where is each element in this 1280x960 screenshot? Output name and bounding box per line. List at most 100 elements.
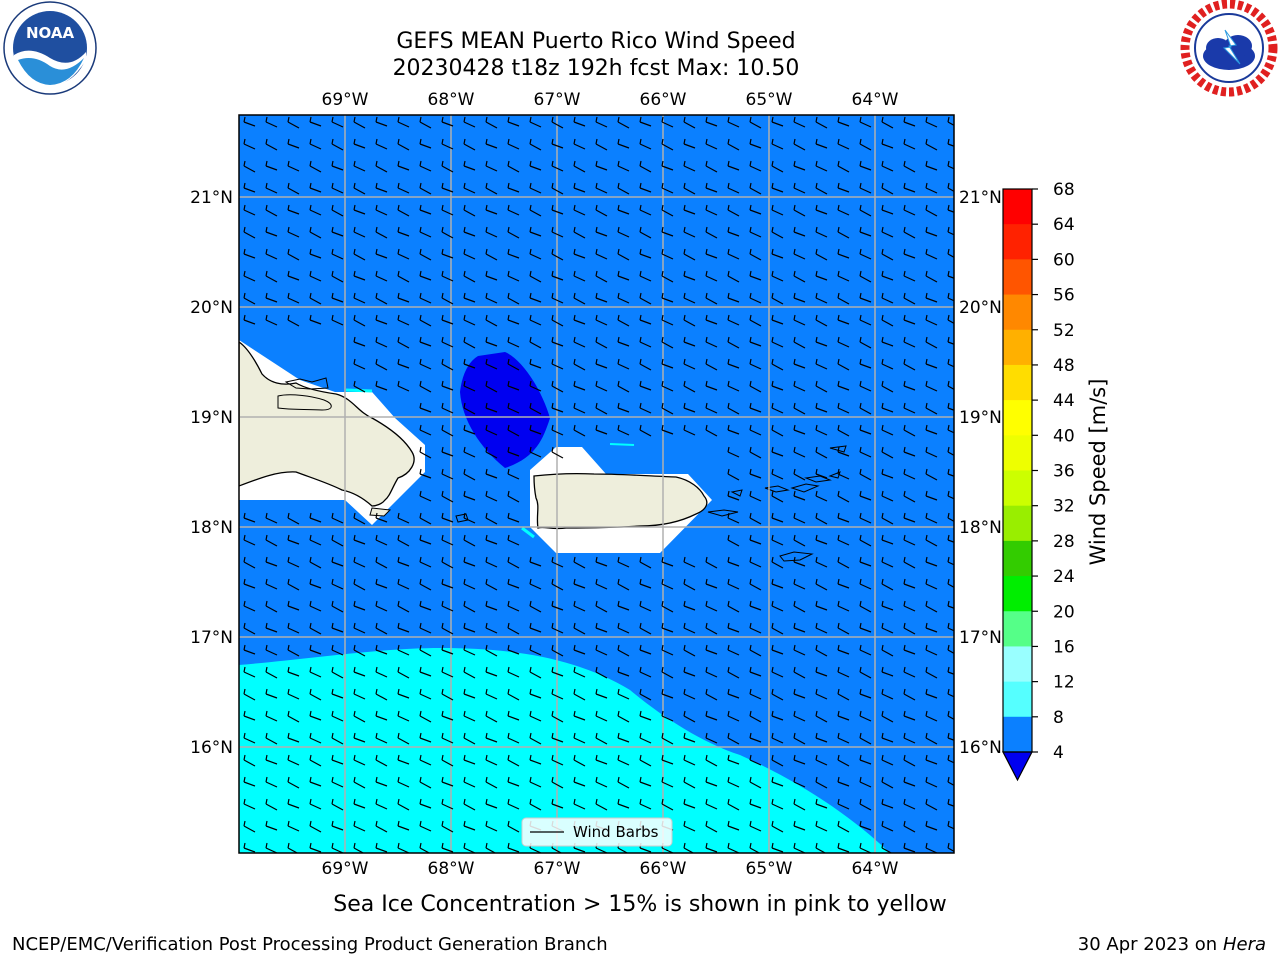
wind-barb-flag [463, 710, 466, 717]
wind-barb [881, 231, 894, 238]
wind-barb [925, 561, 938, 567]
wind-barb-flag [881, 380, 884, 387]
wind-barb-flag [661, 600, 664, 607]
wind-barb-flag [463, 182, 466, 189]
wind-barb-flag [947, 600, 950, 607]
wind-barb-flag [639, 666, 642, 673]
wind-barb [771, 187, 784, 193]
wind-barb [661, 693, 674, 699]
wind-barb [837, 803, 850, 810]
lat-tick-label: 19°N [959, 408, 1002, 428]
wind-barb [507, 627, 520, 635]
wind-barb-flag [573, 336, 576, 343]
wind-barb-flag [925, 336, 928, 343]
wind-barb-flag [903, 776, 906, 783]
wind-barb [705, 671, 718, 678]
wind-barb [683, 781, 696, 789]
wind-barb [573, 143, 586, 150]
wind-barb-flag [859, 644, 862, 651]
wind-barb [529, 121, 542, 128]
wind-barb [397, 539, 410, 547]
wind-barb-flag [683, 380, 686, 387]
wind-barb-flag [265, 204, 268, 211]
wind-barb [419, 319, 432, 327]
wind-barb-flag [947, 490, 950, 497]
wind-barb [551, 363, 564, 370]
wind-barb-flag [573, 116, 576, 123]
wind-barb-flag [727, 842, 730, 849]
wind-barb-flag [287, 622, 290, 629]
wind-barb-flag [793, 578, 796, 585]
wind-barb-flag [485, 138, 488, 145]
wind-barb [925, 363, 938, 369]
wind-barb [661, 759, 674, 765]
wind-barb [749, 627, 762, 634]
wind-barb-flag [727, 666, 730, 673]
wind-barb [881, 275, 894, 281]
wind-barb [793, 319, 806, 326]
wind-barb-flag [573, 204, 576, 211]
wind-barb [595, 121, 608, 128]
wind-barb [595, 209, 608, 217]
wind-barb-flag [727, 182, 730, 189]
wind-barb [859, 649, 872, 656]
wind-barb [837, 781, 850, 787]
wind-barb-flag [771, 842, 774, 849]
wind-barb-flag [309, 688, 312, 695]
wind-barb-flag [837, 380, 840, 387]
wind-barb-flag [947, 446, 950, 453]
wind-barb [353, 693, 366, 700]
wind-barb-flag [441, 644, 444, 651]
wind-barb [925, 143, 938, 151]
wind-barb [749, 165, 762, 172]
noaa-logo-text: NOAA [26, 24, 75, 42]
wind-barb-flag [705, 292, 708, 299]
wind-barb-flag [683, 842, 686, 849]
wind-barb-flag [551, 380, 554, 387]
wind-barb [749, 583, 762, 591]
wind-barb [397, 385, 410, 392]
wind-barb [265, 583, 278, 590]
wind-barb-flag [485, 688, 488, 695]
wind-barb-flag [397, 842, 400, 849]
wind-barb [859, 385, 872, 392]
wind-barb [903, 275, 916, 282]
wind-barb-flag [727, 468, 730, 475]
wind-barb-flag [815, 336, 818, 343]
wind-barb-flag [463, 798, 466, 805]
wind-barb [529, 671, 542, 679]
wind-barb-flag [749, 622, 752, 629]
wind-barb [661, 341, 674, 349]
wind-barb-flag [353, 380, 356, 387]
wind-barb [661, 605, 674, 613]
wind-barb [903, 341, 916, 348]
wind-barb [309, 649, 322, 655]
graticule [239, 115, 954, 853]
wind-barb [595, 231, 608, 237]
wind-barb [727, 627, 740, 633]
wind-barb [529, 583, 542, 590]
wind-barb-flag [507, 182, 510, 189]
wind-barb-flag [397, 204, 400, 211]
wind-barb [771, 781, 784, 787]
wind-barb-flag [485, 446, 488, 453]
wind-barb-flag [353, 600, 356, 607]
wind-barb [925, 341, 938, 349]
wind-barb-flag [507, 556, 510, 563]
lon-tick-label: 66°W [640, 90, 687, 110]
wind-barb-flag [837, 292, 840, 299]
wind-barb-flag [287, 292, 290, 299]
wind-barb-flag [815, 248, 818, 255]
wind-barb-flag [705, 248, 708, 255]
wind-barb [683, 583, 696, 591]
wind-barb [683, 825, 696, 832]
wind-barb [639, 165, 652, 173]
wind-barb [617, 561, 630, 568]
wind-barb-flag [925, 226, 928, 233]
wind-barb [639, 275, 652, 282]
wind-barb [419, 649, 432, 657]
wind-barb-flag [683, 622, 686, 629]
wind-barb [837, 561, 850, 569]
wind-barb [419, 781, 432, 789]
wind-barb-flag [331, 270, 334, 277]
